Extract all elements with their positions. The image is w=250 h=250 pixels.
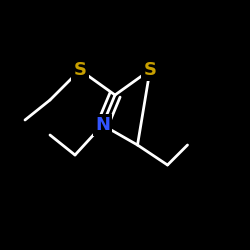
Text: N: N (95, 116, 110, 134)
Text: S: S (144, 61, 156, 79)
Text: S: S (74, 61, 86, 79)
